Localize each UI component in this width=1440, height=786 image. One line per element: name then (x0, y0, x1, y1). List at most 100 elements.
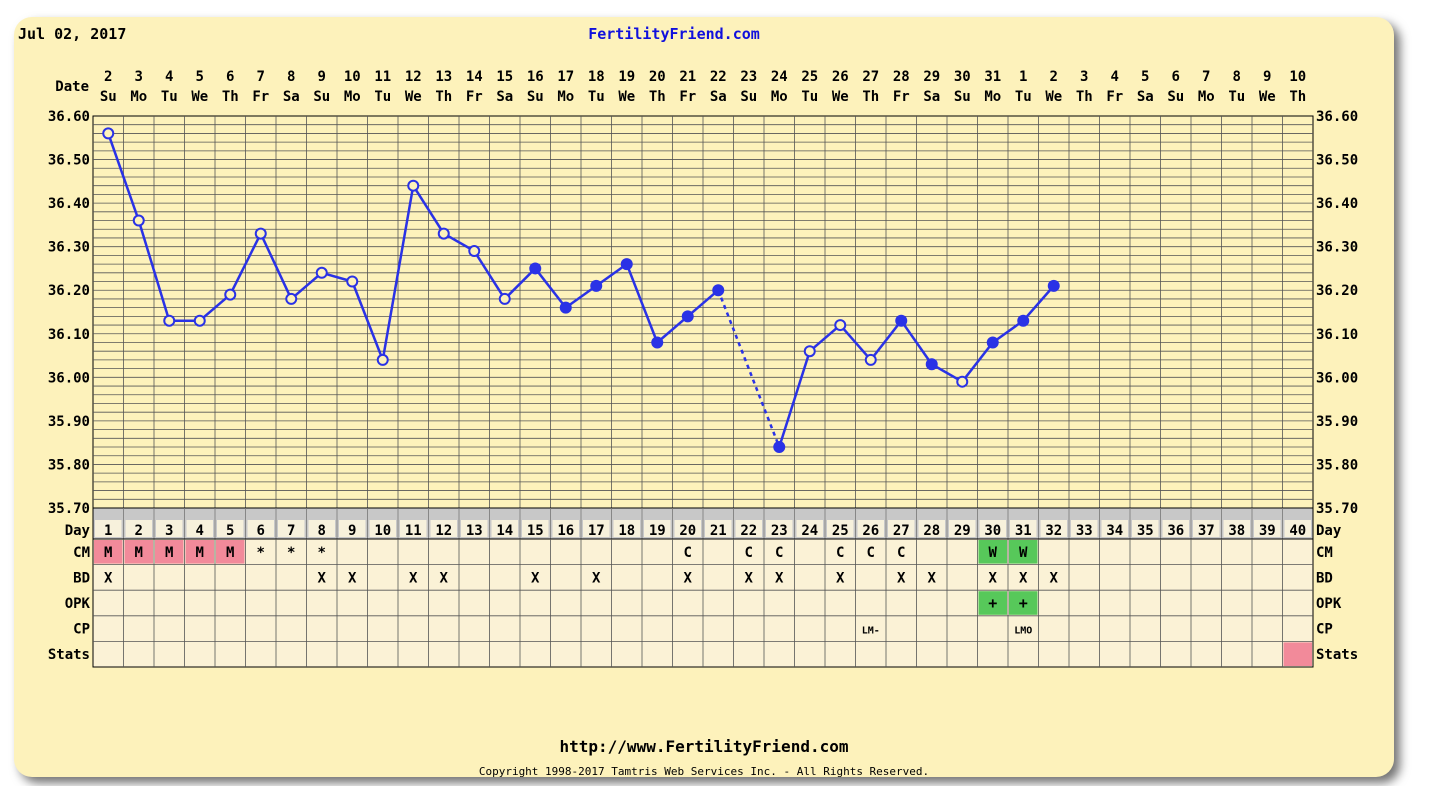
date-label: 9 (1263, 69, 1271, 85)
cm-value: C (836, 545, 844, 561)
y-tick-label-right: 35.80 (1316, 457, 1358, 473)
date-label: 31 (984, 69, 1001, 85)
date-label: 7 (257, 69, 265, 85)
date-label: 30 (954, 69, 971, 85)
temp-point-open (834, 319, 847, 332)
cycle-day-label: 7 (287, 523, 295, 539)
row-label-left: BD (73, 570, 90, 586)
weekday-label: Sa (283, 89, 300, 105)
day-cell (400, 520, 427, 537)
temp-line-segment (259, 233, 293, 300)
temp-point-open (315, 266, 328, 279)
cycle-day-label: 39 (1259, 523, 1276, 539)
cm-cell-fill (978, 540, 1007, 564)
cycle-day-label: 19 (649, 523, 666, 539)
temp-line-segment (1022, 285, 1055, 322)
temp-line-segment (686, 289, 720, 318)
y-tick-label-right: 36.10 (1316, 327, 1358, 343)
temp-point-open (956, 375, 969, 388)
date-label: 8 (287, 69, 295, 85)
temp-point-filled (1047, 279, 1060, 292)
temp-point-filled (1017, 314, 1030, 327)
cycle-day-label: 16 (557, 523, 574, 539)
cm-value: M (226, 545, 234, 561)
cycle-day-label: 34 (1106, 523, 1123, 539)
row-label-right: CP (1316, 622, 1333, 638)
cm-value: M (104, 545, 112, 561)
cycle-day-label: 10 (374, 523, 391, 539)
y-tick-label-right: 36.50 (1316, 153, 1358, 169)
day-cell (1284, 520, 1311, 537)
temp-line-segment (625, 263, 659, 343)
date-label: 25 (801, 69, 818, 85)
row-label-right: CM (1316, 545, 1333, 561)
date-row-label: Date (55, 79, 89, 95)
cycle-day-label: 18 (618, 523, 635, 539)
date-label: 24 (771, 69, 788, 85)
date-label: 12 (405, 69, 422, 85)
cycle-day-label: 1 (104, 523, 112, 539)
temp-point-open (864, 353, 877, 366)
temp-line-segment (839, 324, 872, 361)
opk-cell-fill (1009, 591, 1038, 615)
cycle-day-label: 30 (984, 523, 1001, 539)
date-label: 11 (374, 69, 391, 85)
y-tick-label-right: 36.40 (1316, 196, 1358, 212)
cycle-day-label: 26 (862, 523, 879, 539)
temp-line-segment (351, 281, 384, 361)
day-cell (1101, 520, 1128, 537)
weekday-label: Th (1289, 89, 1306, 105)
temp-point-open (224, 288, 237, 301)
cm-value: * (318, 545, 326, 561)
date-label: 14 (466, 69, 483, 85)
y-tick-label-left: 36.10 (48, 327, 90, 343)
cm-value: W (989, 545, 998, 561)
cycle-day-label: 28 (923, 523, 940, 539)
cycle-day-label: 9 (348, 523, 356, 539)
y-tick-label-right: 36.30 (1316, 240, 1358, 256)
temp-line-segment (656, 315, 689, 344)
date-label: 16 (527, 69, 544, 85)
temp-line-segment (808, 324, 842, 353)
date-label: 20 (649, 69, 666, 85)
cycle-day-label: 5 (226, 523, 234, 539)
cycle-day-label: 24 (801, 523, 818, 539)
y-tick-label-right: 35.90 (1316, 414, 1358, 430)
cycle-day-label: 31 (1015, 523, 1032, 539)
weekday-label: Tu (588, 89, 605, 105)
y-tick-label-left: 36.40 (48, 196, 90, 212)
cm-value: C (684, 545, 692, 561)
weekday-label: Th (649, 89, 666, 105)
temp-line-segment (595, 263, 628, 287)
weekday-label: Sa (496, 89, 513, 105)
day-row-label-right: Day (1316, 523, 1342, 539)
day-cell (522, 520, 549, 537)
temp-point-open (102, 127, 115, 140)
weekday-label: Su (100, 89, 117, 105)
day-cell (247, 520, 274, 537)
temp-line-segment (961, 341, 994, 383)
day-cell (1132, 520, 1159, 537)
weekday-label: We (1045, 89, 1062, 105)
row-label-right: OPK (1316, 596, 1342, 612)
date-label: 21 (679, 69, 696, 85)
cm-value: * (257, 545, 265, 561)
y-tick-label-left: 36.50 (48, 153, 90, 169)
bd-mark: X (318, 570, 327, 586)
bd-mark: X (684, 570, 693, 586)
day-cell (339, 520, 366, 537)
date-label: 4 (1111, 69, 1119, 85)
opk-cell-fill (978, 591, 1007, 615)
temp-point-filled (986, 336, 999, 349)
cm-value: M (165, 545, 173, 561)
day-row-label-left: Day (65, 523, 91, 539)
temp-line-segment (381, 185, 415, 361)
row-label-left: CM (73, 545, 90, 561)
date-label: 5 (196, 69, 204, 85)
temp-line-segment (107, 133, 140, 221)
date-label: 18 (588, 69, 605, 85)
cycle-day-label: 32 (1045, 523, 1062, 539)
temp-point-filled (681, 310, 694, 323)
opk-value: + (1019, 594, 1028, 612)
temp-point-filled (712, 284, 725, 297)
